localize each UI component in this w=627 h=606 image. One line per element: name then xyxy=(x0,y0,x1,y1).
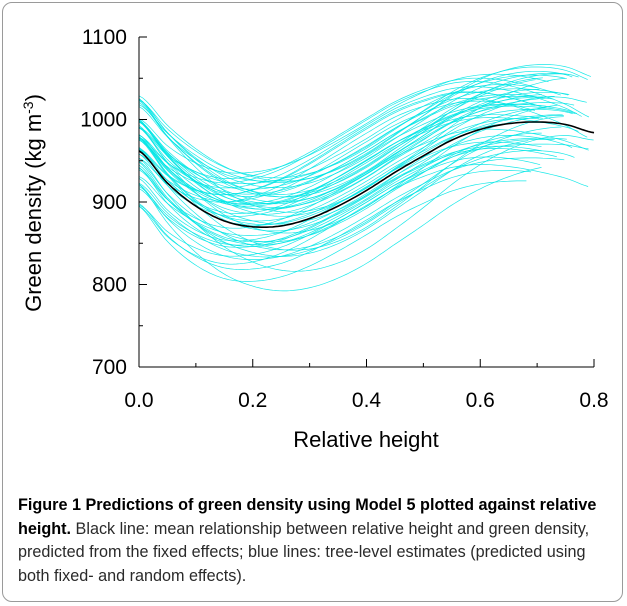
x-axis-title: Relative height xyxy=(293,427,439,452)
tree-line xyxy=(138,164,589,265)
tree-line xyxy=(138,86,582,189)
tree-line xyxy=(138,157,565,260)
plot-area xyxy=(138,64,595,292)
tree-line xyxy=(138,73,570,198)
tree-line xyxy=(138,143,589,247)
tree-line xyxy=(138,94,543,208)
y-tick-label: 1000 xyxy=(80,109,127,132)
tree-line xyxy=(138,148,557,248)
tree-line xyxy=(138,97,550,210)
tree-line xyxy=(138,135,594,272)
tree-line xyxy=(138,150,575,258)
tree-line xyxy=(138,114,543,214)
tree-line xyxy=(138,72,579,189)
tree-line xyxy=(138,91,536,196)
tree-line xyxy=(138,77,543,195)
x-tick-label: 0.4 xyxy=(352,389,382,412)
caption-body: Black line: mean relationship between re… xyxy=(18,519,590,585)
figure-caption: Figure 1 Predictions of green density us… xyxy=(18,494,610,588)
tree-line xyxy=(138,135,573,236)
tree-level-lines xyxy=(138,64,594,292)
mean-relationship-line xyxy=(138,121,595,228)
x-axis-ticks: 0.0 0.2 0.4 0.6 0.8 xyxy=(124,359,609,412)
y-axis-title-close: ) xyxy=(21,94,46,101)
tree-line xyxy=(138,107,551,225)
tree-line xyxy=(138,117,579,217)
caption-title: Figure 1 Predictions of green density us… xyxy=(18,496,597,538)
tree-line xyxy=(138,91,570,205)
y-axis-title: Green density (kg m-3) xyxy=(20,94,46,312)
tree-line xyxy=(138,140,529,257)
x-tick-label: 0.0 xyxy=(124,389,153,412)
tree-line xyxy=(138,132,542,243)
x-tick-label: 0.2 xyxy=(238,389,267,412)
tree-line xyxy=(138,100,536,203)
tree-line xyxy=(138,96,587,205)
tree-line xyxy=(138,126,562,251)
tree-line xyxy=(138,167,542,292)
tree-line xyxy=(138,66,588,179)
y-axis-title-main: Green density (kg m xyxy=(21,114,46,312)
tree-line xyxy=(138,88,540,203)
tree-line xyxy=(138,96,554,197)
x-tick-label: 0.6 xyxy=(466,389,495,412)
tree-line xyxy=(138,73,549,174)
tree-line xyxy=(138,103,547,204)
tree-line xyxy=(138,116,564,251)
y-tick-label: 700 xyxy=(92,356,127,379)
tree-line xyxy=(138,108,573,215)
y-tick-label: 900 xyxy=(92,191,127,214)
green-density-chart: 0.0 0.2 0.4 0.6 0.8 700 800 900 1000 1100 Relati… xyxy=(20,26,609,452)
y-axis-ticks: 700 800 900 1000 1100 xyxy=(80,26,147,379)
tree-line xyxy=(138,104,558,234)
tree-line xyxy=(138,141,542,242)
tree-line xyxy=(138,81,590,184)
tree-line xyxy=(138,77,567,213)
tree-line xyxy=(138,70,573,183)
y-axis-title-superscript: -3 xyxy=(20,101,36,114)
y-tick-label: 1100 xyxy=(82,26,127,49)
tree-line xyxy=(138,145,542,246)
tree-line xyxy=(138,137,567,243)
tree-line xyxy=(138,180,527,282)
y-tick-label: 800 xyxy=(92,274,127,297)
tree-line xyxy=(138,64,592,182)
x-tick-label: 0.8 xyxy=(579,389,608,412)
